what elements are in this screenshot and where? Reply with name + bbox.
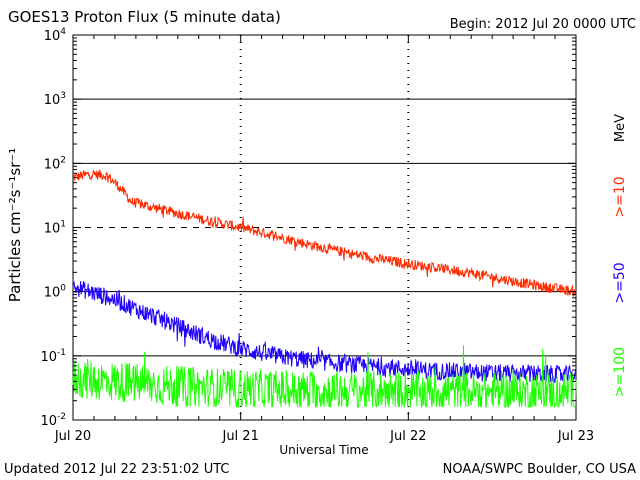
chart-title: GOES13 Proton Flux (5 minute data) <box>8 8 281 26</box>
y-tick-label: 101 <box>44 220 66 237</box>
updated-timestamp: Updated 2012 Jul 22 23:51:02 UTC <box>4 462 229 477</box>
legend-ge50: >=50 <box>612 262 628 303</box>
legend-ge10: >=10 <box>612 176 628 217</box>
x-tick-label: Jul 21 <box>221 429 258 444</box>
y-tick-label: 104 <box>44 27 67 44</box>
unit-label: MeV <box>613 114 628 142</box>
series-line-ge10 <box>72 169 577 297</box>
y-tick-label: 10-1 <box>40 348 66 365</box>
y-axis-label: Particles cm⁻²s⁻¹sr⁻¹ <box>6 148 24 302</box>
series-layer <box>72 169 577 409</box>
series-line-ge100 <box>72 345 577 409</box>
series-line-ge50 <box>72 279 577 384</box>
ticks-layer: 10-2 10-1 100 101 102 103 104 Jul 20 Jul 21 Jul 2… <box>40 27 594 444</box>
source-credit: NOAA/SWPC Boulder, CO USA <box>443 462 636 477</box>
grid-layer <box>73 35 576 420</box>
legend-ge100: >=100 <box>612 347 628 397</box>
begin-label: Begin: 2012 Jul 20 0000 UTC <box>450 17 636 32</box>
y-tick-label: 103 <box>44 91 66 108</box>
y-tick-label: 10-2 <box>40 412 66 429</box>
y-tick-label: 100 <box>44 284 67 301</box>
y-tick-label: 102 <box>44 155 66 172</box>
x-tick-label: Jul 20 <box>54 429 91 444</box>
x-axis-label: Universal Time <box>279 443 368 457</box>
x-tick-label: Jul 23 <box>557 429 594 444</box>
x-tick-label: Jul 22 <box>389 429 426 444</box>
